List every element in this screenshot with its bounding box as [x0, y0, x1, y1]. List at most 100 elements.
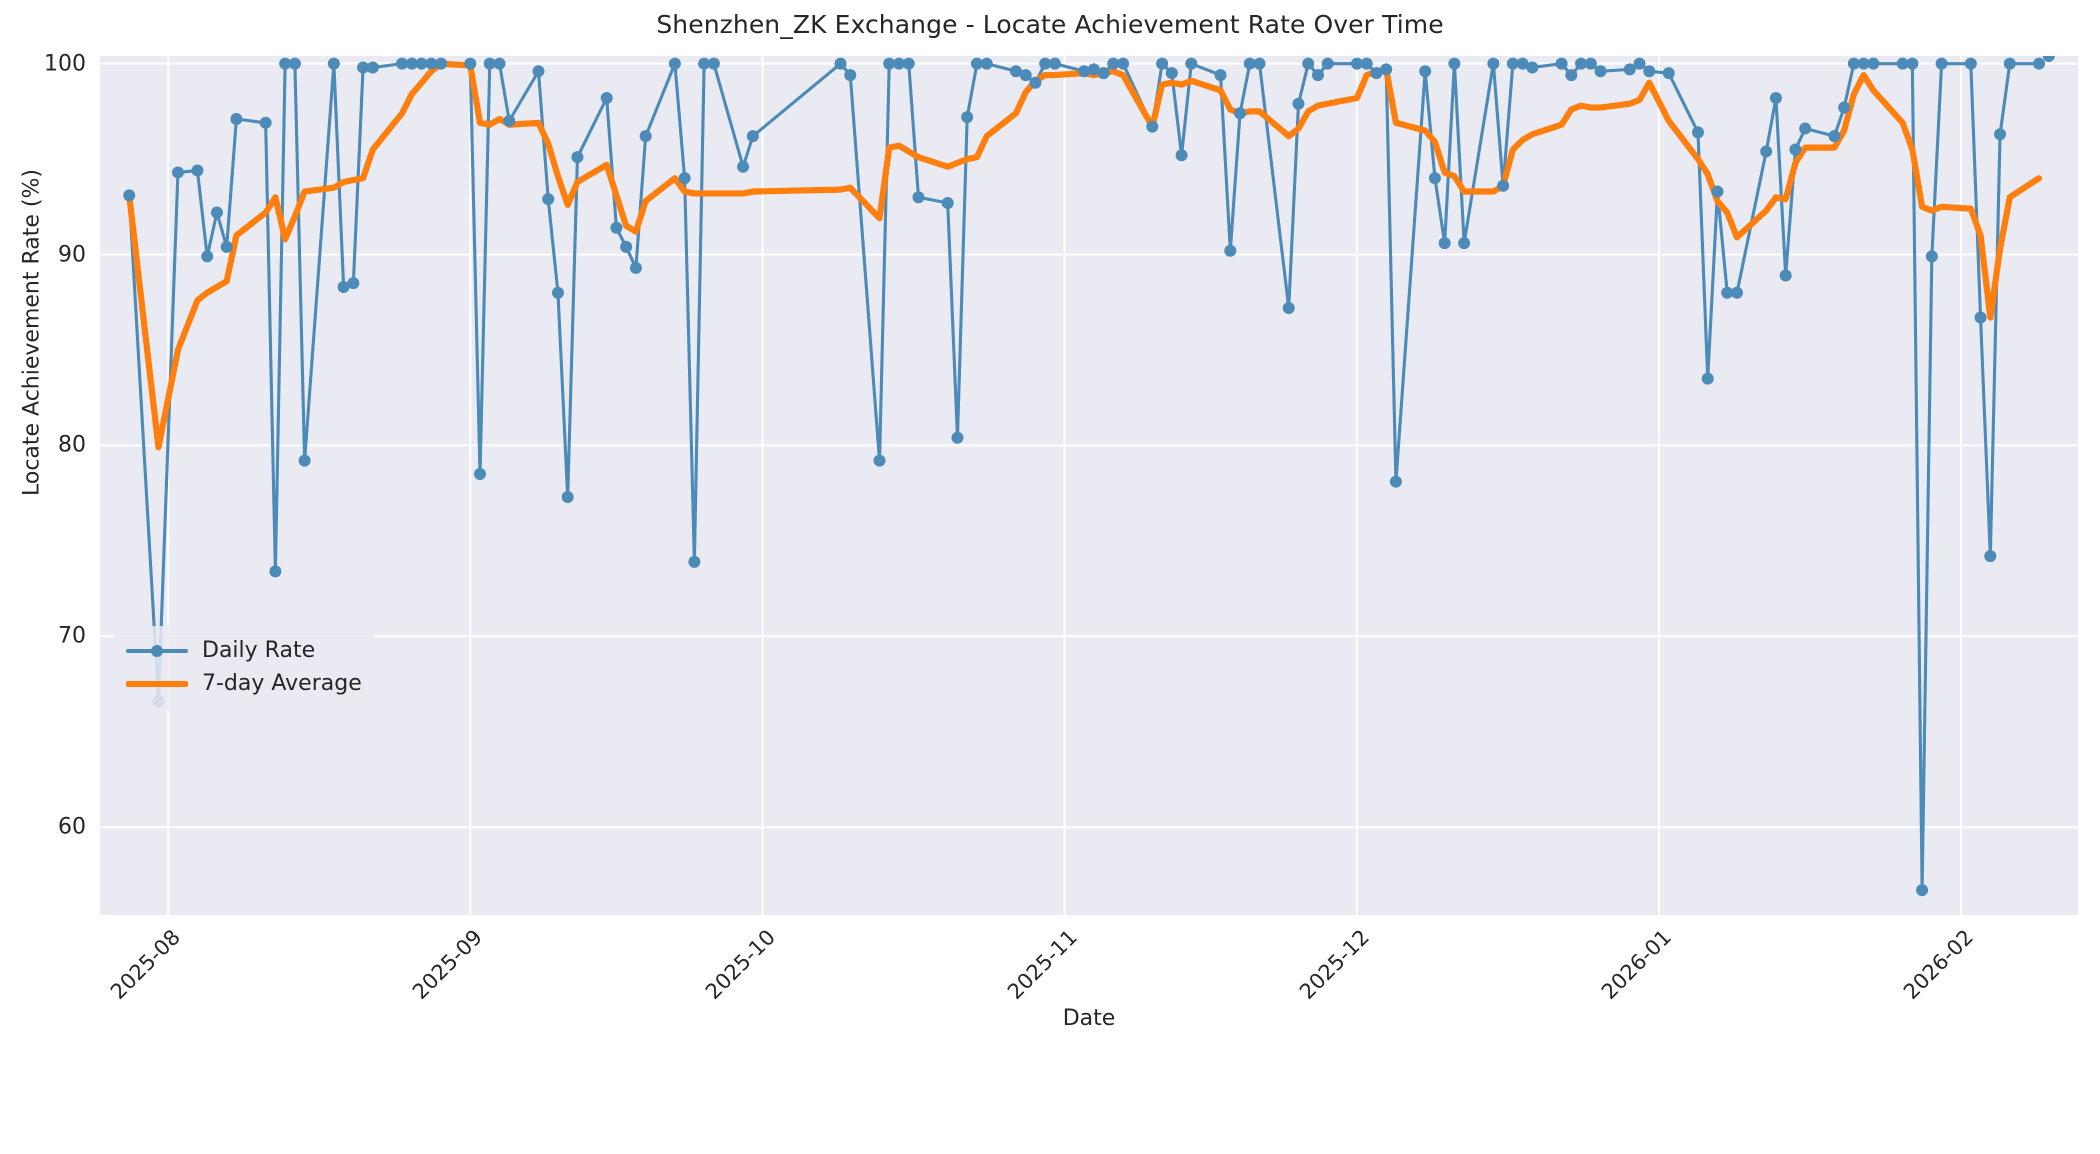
data-point	[1185, 57, 1198, 70]
series-markers	[123, 56, 2055, 897]
data-point	[1156, 57, 1169, 70]
data-point	[1584, 57, 1597, 70]
data-point	[961, 111, 974, 124]
data-point	[1730, 286, 1743, 299]
data-point	[415, 57, 428, 70]
y-tick-label: 70	[58, 623, 86, 649]
data-point	[873, 454, 886, 467]
data-point	[1107, 57, 1120, 70]
data-point	[1828, 130, 1841, 143]
data-point	[1234, 107, 1247, 120]
data-point	[1555, 57, 1568, 70]
data-point	[1935, 57, 1948, 70]
data-point	[1360, 57, 1373, 70]
y-tick-label: 80	[58, 432, 86, 458]
x-tick-label: 2025-09	[408, 925, 488, 1005]
data-point	[259, 116, 272, 129]
data-point	[1857, 57, 1870, 70]
data-point	[1516, 57, 1529, 70]
data-point	[1039, 57, 1052, 70]
data-point	[1643, 65, 1656, 78]
x-tick-label: 2025-10	[700, 925, 780, 1005]
data-point	[893, 57, 905, 70]
data-point	[1029, 76, 1042, 89]
data-point	[230, 112, 243, 125]
data-point	[425, 57, 438, 70]
data-point	[1243, 57, 1256, 70]
data-point	[1711, 185, 1724, 198]
series-line-daily-rate	[127, 62, 2041, 892]
data-point	[298, 454, 311, 467]
data-point	[1419, 65, 1432, 78]
data-point	[980, 57, 993, 70]
data-point	[1925, 250, 1938, 263]
data-point	[1896, 57, 1909, 70]
data-point	[1769, 92, 1782, 104]
x-tick-label: 2025-12	[1294, 925, 1374, 1005]
data-point	[1302, 57, 1315, 70]
data-point	[396, 57, 409, 70]
data-point	[542, 193, 555, 206]
data-point	[951, 431, 964, 444]
data-point	[1175, 149, 1188, 162]
data-point	[1799, 122, 1812, 135]
legend-item-daily-rate: Daily Rate	[126, 634, 362, 667]
data-point	[1428, 172, 1441, 185]
data-point	[1224, 244, 1237, 257]
data-point	[1292, 97, 1305, 110]
data-point	[1438, 237, 1451, 250]
data-point	[1984, 550, 1997, 563]
chart-figure: Shenzhen_ZK Exchange - Locate Achievemen…	[0, 0, 2078, 1050]
legend-swatch-daily-rate	[126, 641, 188, 661]
data-point	[1019, 69, 1032, 82]
data-point	[844, 69, 857, 82]
data-point	[1633, 57, 1646, 70]
data-point	[1779, 269, 1792, 282]
data-point	[1448, 57, 1461, 70]
x-axis-label: Date	[1062, 1006, 1116, 1031]
data-point	[1282, 301, 1295, 314]
data-point	[483, 57, 496, 70]
data-point	[600, 92, 613, 104]
data-point	[629, 261, 642, 274]
data-point	[1662, 67, 1675, 80]
data-point	[1487, 57, 1500, 70]
y-axis-ticks: 60 70 80 90 100	[0, 0, 86, 1050]
data-point	[1321, 57, 1334, 70]
data-point	[1994, 128, 2007, 141]
data-point	[1087, 63, 1100, 76]
data-point	[639, 130, 652, 143]
data-point	[347, 277, 360, 290]
data-point	[834, 57, 847, 70]
data-point	[1146, 120, 1159, 133]
data-point	[503, 114, 516, 127]
data-point	[1691, 126, 1704, 139]
data-point	[912, 191, 925, 204]
data-point	[366, 61, 379, 74]
data-point	[1789, 143, 1802, 156]
data-point	[561, 490, 574, 503]
series-lines	[126, 60, 2043, 892]
x-tick-label: 2025-11	[1002, 925, 1082, 1005]
data-point	[2033, 57, 2046, 70]
data-point	[493, 57, 506, 70]
data-point	[1594, 65, 1607, 78]
data-point	[688, 555, 701, 568]
data-point	[902, 57, 915, 70]
legend-swatch-7-day-average	[126, 674, 188, 694]
data-point	[474, 468, 487, 481]
data-point	[737, 160, 750, 173]
data-point	[1458, 237, 1471, 250]
data-point	[1623, 63, 1636, 76]
data-point	[1721, 286, 1734, 299]
data-point	[210, 206, 223, 219]
data-point	[1311, 69, 1324, 82]
data-point	[123, 189, 136, 202]
data-point	[970, 57, 983, 70]
data-point	[357, 61, 370, 74]
legend-item-7-day-average: 7-day Average	[126, 667, 362, 700]
data-point	[171, 166, 184, 179]
chart-legend: Daily Rate 7-day Average	[114, 626, 374, 710]
data-point	[337, 280, 350, 293]
data-point	[1974, 311, 1987, 324]
